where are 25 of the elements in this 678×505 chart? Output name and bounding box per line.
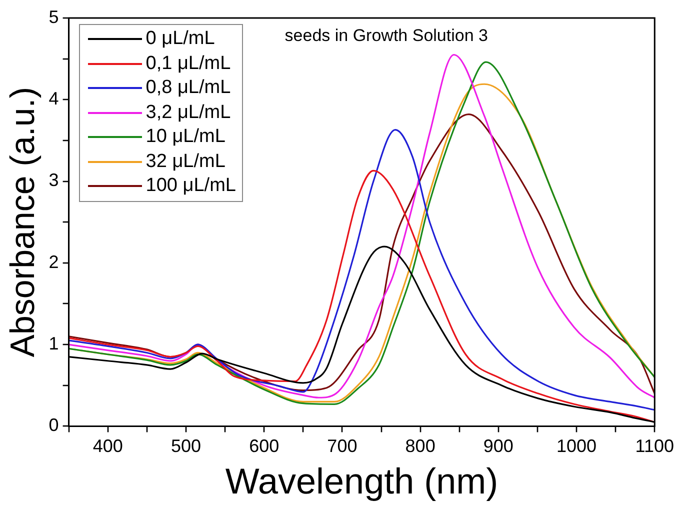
y-tick-label: 0	[48, 415, 59, 436]
x-tick-label: 900	[483, 436, 514, 456]
y-axis-title: Absorbance (a.u.)	[4, 86, 42, 358]
legend-label: 3,2 μL/mL	[146, 100, 231, 124]
x-tick-label: 800	[405, 436, 436, 456]
legend-label: 0,1 μL/mL	[146, 52, 231, 76]
legend-label: 32 μL/mL	[146, 150, 226, 174]
legend-label: 0,8 μL/mL	[146, 76, 231, 100]
x-axis-title: Wavelength (nm)	[225, 460, 498, 502]
x-tick-label: 700	[327, 436, 358, 456]
y-tick-label: 5	[48, 6, 59, 27]
x-tick-label: 400	[92, 436, 123, 456]
y-tick-label: 1	[48, 334, 59, 354]
y-tick-label: 2	[48, 252, 59, 272]
x-tick-label: 600	[249, 436, 280, 456]
y-tick-label: 3	[48, 170, 59, 190]
x-tick-label: 1000	[556, 436, 597, 456]
legend-label: 100 μL/mL	[146, 174, 236, 198]
line-series	[68, 170, 655, 423]
legend-label: 10 μL/mL	[146, 125, 226, 149]
y-tick-label: 4	[48, 88, 59, 109]
x-tick-label: 1100	[635, 436, 674, 456]
annotation: seeds in Growth Solution 3	[284, 26, 488, 46]
legend-label: 0 μL/mL	[146, 27, 215, 51]
x-tick-label: 500	[170, 436, 201, 456]
